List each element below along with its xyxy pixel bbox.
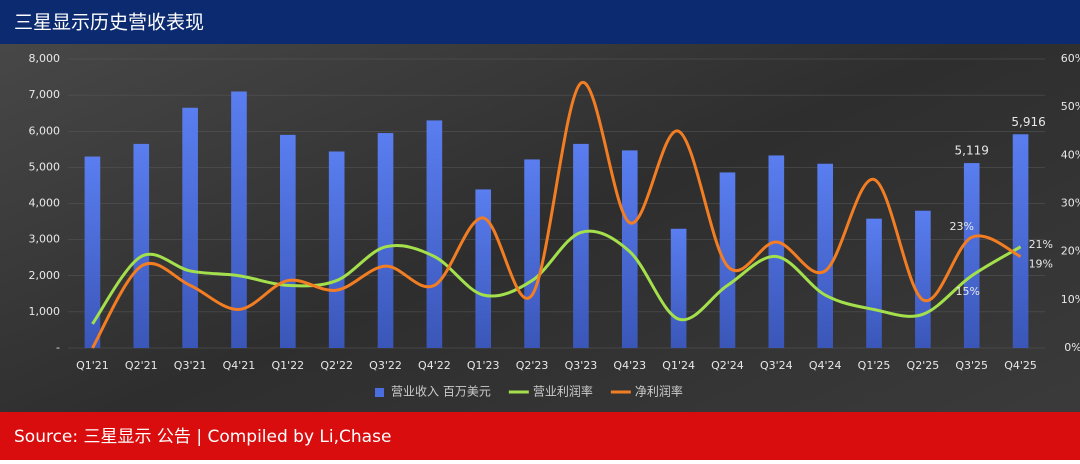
x-tick-label: Q4'24 [809, 359, 842, 372]
line [91, 81, 1022, 349]
data-label: 15% [955, 285, 979, 298]
x-tick-label: Q1'24 [662, 359, 695, 372]
x-tick-label: Q1'21 [76, 359, 109, 372]
bar [1012, 134, 1029, 348]
x-tick-label: Q3'25 [955, 359, 988, 372]
bar [524, 159, 540, 348]
y-tick-label: 4,000 [29, 197, 61, 210]
y2-tick-label: 50% [1061, 100, 1080, 113]
bar [915, 210, 931, 348]
legend-label: 营业利润率 [533, 384, 593, 399]
x-tick-label: Q2'21 [125, 359, 158, 372]
data-label: 5,119 [955, 144, 989, 158]
bar [84, 156, 101, 348]
bar [280, 134, 296, 348]
bar [133, 143, 150, 348]
bar [182, 107, 198, 348]
y-tick-label: 1,000 [29, 305, 61, 318]
bar [768, 155, 785, 348]
y-tick-label: 8,000 [29, 52, 61, 65]
y2-tick-label: 20% [1061, 245, 1080, 258]
x-tick-label: Q1'25 [858, 359, 891, 372]
bar [377, 133, 394, 348]
data-label: 5,916 [1011, 115, 1045, 129]
bar [670, 228, 687, 348]
legend-swatch [375, 388, 384, 397]
x-tick-label: Q3'21 [174, 359, 207, 372]
data-label: 21% [1029, 238, 1053, 251]
line [91, 229, 1022, 325]
x-tick-label: Q4'22 [418, 359, 451, 372]
footer-bar [0, 412, 1080, 460]
x-tick-label: Q2'25 [907, 359, 940, 372]
x-tick-label: Q2'22 [320, 359, 353, 372]
y-tick-label: 2,000 [29, 269, 61, 282]
y2-tick-label: 30% [1061, 197, 1080, 210]
x-tick-label: Q1'22 [271, 359, 304, 372]
bar [475, 189, 492, 348]
y2-tick-label: 60% [1061, 52, 1080, 65]
x-tick-label: Q2'24 [711, 359, 744, 372]
x-tick-label: Q2'23 [516, 359, 549, 372]
bar [719, 172, 736, 348]
x-tick-label: Q4'23 [613, 359, 646, 372]
x-tick-label: Q3'22 [369, 359, 402, 372]
x-tick-label: Q4'25 [1004, 359, 1037, 372]
chart-title: 三星显示历史营收表现 [14, 12, 204, 34]
y-tick-label: 7,000 [29, 88, 61, 101]
x-tick-label: Q1'23 [467, 359, 500, 372]
y-tick-label: - [56, 341, 60, 354]
data-label: 23% [949, 220, 973, 233]
legend-label: 营业收入 百万美元 [391, 385, 491, 399]
bar [231, 91, 247, 348]
bar [573, 143, 589, 348]
bar [621, 150, 638, 348]
legend-label: 净利润率 [635, 384, 683, 399]
y2-tick-label: 40% [1061, 148, 1080, 161]
bar [866, 218, 882, 348]
source: Source: 三星显示 公告 | Compiled by Li,Chase [14, 427, 391, 447]
x-tick-label: Q3'23 [565, 359, 598, 372]
x-tick-label: Q3'24 [760, 359, 793, 372]
y-tick-label: 5,000 [29, 160, 61, 173]
data-label: 19% [1029, 257, 1053, 270]
y-tick-label: 6,000 [29, 124, 61, 137]
title-bar [0, 0, 1080, 44]
y2-tick-label: 0% [1064, 341, 1080, 354]
bar [328, 151, 345, 348]
x-tick-label: Q4'21 [223, 359, 256, 372]
bar [963, 163, 980, 348]
y2-tick-label: 10% [1061, 293, 1080, 306]
y-tick-label: 3,000 [29, 233, 61, 246]
bar [426, 120, 443, 348]
bar [817, 163, 833, 348]
